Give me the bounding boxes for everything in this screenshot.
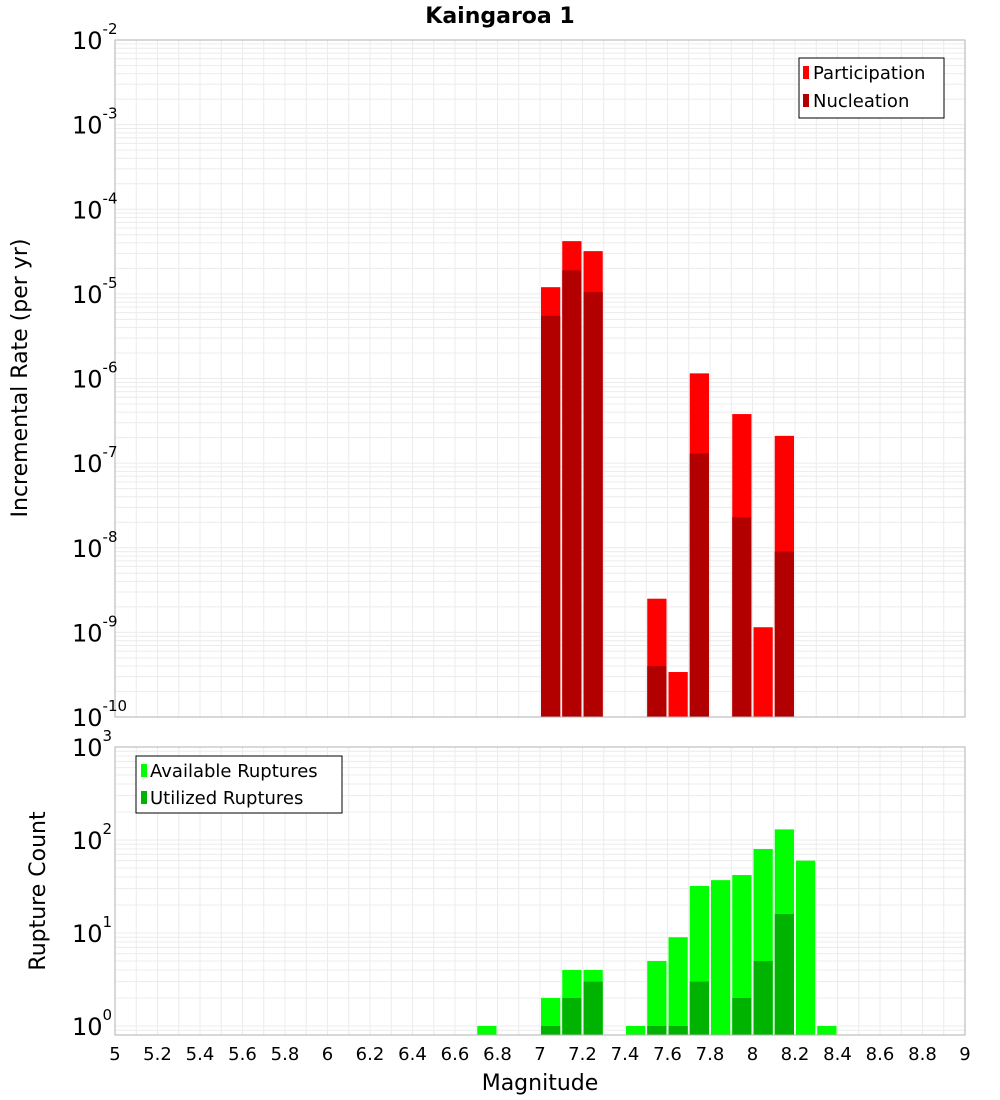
rupture-count-legend: Available Ruptures Utilized Ruptures <box>135 755 343 814</box>
nucleation-bar <box>774 551 794 717</box>
x-tick-label: 8.2 <box>781 1044 810 1065</box>
x-tick-label: 7 <box>534 1044 545 1065</box>
nucleation-legend-swatch <box>803 94 809 107</box>
legend-box <box>135 755 343 814</box>
magnitude-x-tick-labels: 5 5.2 5.4 5.6 5.8 6 6.2 6.4 6.6 6.8 7 7.2 7.4 7.6 7.8 8… <box>109 1044 970 1065</box>
x-tick-label: 7.4 <box>611 1044 640 1065</box>
utilized-ruptures-bar <box>647 1025 667 1035</box>
nucleation-bar <box>689 453 709 717</box>
nucleation-bar <box>647 666 667 717</box>
y-tick-label: 10-6 <box>72 359 118 394</box>
available-ruptures-bar <box>626 1025 646 1035</box>
x-tick-label: 6.8 <box>483 1044 512 1065</box>
x-tick-label: 8.8 <box>908 1044 937 1065</box>
available-ruptures-bar <box>796 860 816 1035</box>
y-tick-label: 10-9 <box>72 612 118 647</box>
x-tick-label: 6.4 <box>398 1044 427 1065</box>
incremental-rate-legend: Participation Nucleation <box>798 57 945 119</box>
nucleation-legend-label: Nucleation <box>813 91 909 112</box>
participation-legend-swatch <box>803 66 809 79</box>
y-tick-label: 10-3 <box>72 105 118 140</box>
rupture-count-panel: 100 101 102 103 Available Ruptures Utilized… <box>26 727 966 1041</box>
utilized-ruptures-bar <box>541 1025 561 1035</box>
available-ruptures-legend-label: Available Ruptures <box>150 761 318 782</box>
x-tick-label: 5.8 <box>271 1044 300 1065</box>
available-ruptures-bar <box>541 997 561 1035</box>
utilized-ruptures-legend-swatch <box>141 791 147 804</box>
rupture-count-plot-frame <box>114 746 966 1036</box>
available-ruptures-bar <box>817 1025 837 1035</box>
x-tick-label: 5.4 <box>186 1044 215 1065</box>
y-tick-label: 10-10 <box>72 697 127 732</box>
y-tick-label: 10-5 <box>72 274 118 309</box>
rupture-count-y-axis-title: Rupture Count <box>26 811 51 971</box>
rupture-count-bars <box>477 829 837 1035</box>
utilized-ruptures-legend-label: Utilized Ruptures <box>150 788 303 809</box>
utilized-ruptures-bar <box>689 981 709 1035</box>
participation-legend-label: Participation <box>813 63 925 84</box>
available-ruptures-legend-swatch <box>141 764 147 777</box>
utilized-ruptures-bar <box>774 914 794 1035</box>
incremental-rate-gridlines <box>114 40 966 718</box>
x-tick-label: 5 <box>109 1044 120 1065</box>
utilized-ruptures-bar <box>562 997 582 1035</box>
utilized-ruptures-bar <box>753 960 773 1035</box>
x-tick-label: 7.6 <box>653 1044 682 1065</box>
y-tick-label: 10-4 <box>72 189 118 224</box>
utilized-ruptures-bar <box>583 981 603 1035</box>
incremental-rate-y-axis-title: Incremental Rate (per yr) <box>8 239 33 518</box>
y-tick-label: 10-8 <box>72 528 118 563</box>
x-tick-label: 9 <box>959 1044 970 1065</box>
nucleation-bar <box>562 270 582 717</box>
y-tick-label: 10-7 <box>72 443 118 478</box>
available-ruptures-bar <box>711 880 731 1035</box>
participation-bar <box>668 672 688 717</box>
incremental-rate-panel: 10-10 10-9 10-8 10-7 10-6 10-5 10-4 10-3 10-2 Pa… <box>8 20 966 732</box>
available-ruptures-bar <box>668 937 688 1035</box>
legend-box <box>798 57 945 119</box>
available-ruptures-bar <box>732 875 752 1035</box>
participation-bar <box>753 627 773 717</box>
incremental-rate-plot-frame <box>114 39 966 718</box>
x-tick-label: 6.2 <box>356 1044 385 1065</box>
x-tick-label: 5.6 <box>228 1044 257 1065</box>
x-tick-label: 8.4 <box>823 1044 852 1065</box>
available-ruptures-bar <box>647 960 667 1035</box>
rupture-count-y-tick-labels: 100 101 102 103 <box>72 727 112 1041</box>
x-tick-label: 5.2 <box>143 1044 172 1065</box>
x-tick-label: 8 <box>747 1044 758 1065</box>
y-tick-label: 102 <box>72 820 112 855</box>
nucleation-bar <box>583 292 603 717</box>
x-tick-label: 6 <box>322 1044 333 1065</box>
incremental-rate-y-tick-labels: 10-10 10-9 10-8 10-7 10-6 10-5 10-4 10-3 10-2 <box>72 20 127 732</box>
utilized-ruptures-bar <box>668 1025 688 1035</box>
nucleation-bar <box>732 517 752 717</box>
utilized-ruptures-bar <box>732 997 752 1035</box>
x-axis-title: Magnitude <box>482 1071 599 1096</box>
available-ruptures-bar <box>477 1025 497 1035</box>
x-tick-label: 6.6 <box>441 1044 470 1065</box>
nucleation-bar <box>541 315 561 717</box>
chart-title: Kaingaroa 1 <box>425 4 574 29</box>
y-tick-label: 10-2 <box>72 20 118 55</box>
incremental-rate-bars <box>541 241 794 718</box>
x-tick-label: 8.6 <box>866 1044 895 1065</box>
y-tick-label: 103 <box>72 727 112 762</box>
y-tick-label: 100 <box>72 1006 112 1041</box>
y-tick-label: 101 <box>72 913 112 948</box>
x-tick-label: 7.2 <box>568 1044 597 1065</box>
x-tick-label: 7.8 <box>696 1044 725 1065</box>
